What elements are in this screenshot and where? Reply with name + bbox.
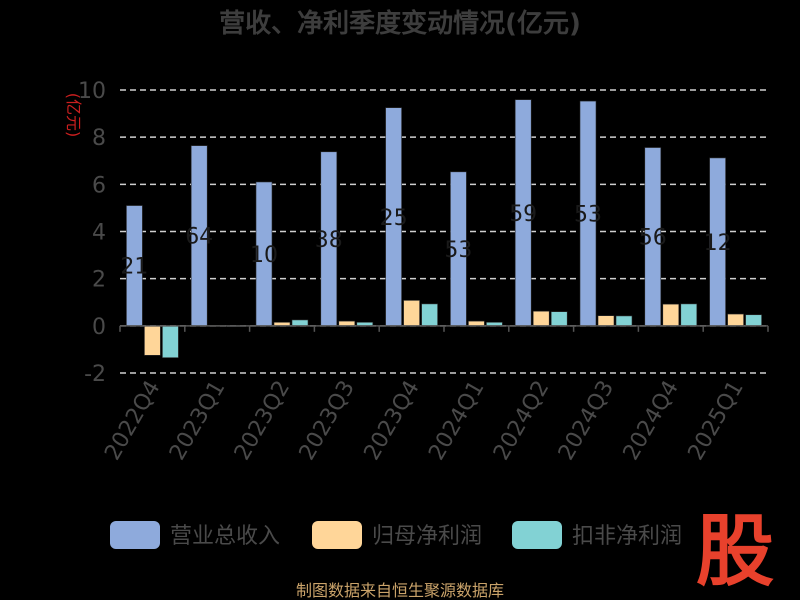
x-tick-label: 2024Q2 (489, 377, 554, 465)
bar (597, 315, 615, 327)
bar-value-label: 10 (250, 243, 278, 268)
y-tick-label: 8 (92, 126, 106, 151)
y-tick-label: 0 (92, 315, 106, 340)
bar (532, 310, 550, 327)
x-tick-label: 2023Q4 (359, 377, 424, 465)
legend-label: 扣非净利润 (572, 524, 682, 549)
bar (615, 315, 633, 327)
y-tick-label: -2 (84, 362, 106, 387)
y-tick-labels: -2 0 2 4 6 8 10 (78, 79, 106, 387)
x-axis (119, 325, 769, 332)
bar (144, 325, 161, 356)
bar (550, 311, 568, 327)
bar-value-label: 53 (574, 202, 602, 227)
footer-source: 制图数据来自恒生聚源数据库 (296, 581, 504, 600)
bar-value-label: 53 (444, 238, 472, 263)
x-tick-label: 2024Q3 (554, 377, 619, 465)
x-tick-label: 2024Q4 (619, 377, 684, 465)
bar (403, 300, 420, 327)
bar-value-label: 64 (185, 225, 213, 250)
bar (680, 303, 698, 327)
stock-logo: 股 (696, 507, 774, 597)
x-tick-labels: 2022Q4 2023Q1 2023Q2 2023Q3 2023Q4 2024Q1 2024… (100, 377, 749, 465)
legend-swatch (312, 521, 362, 549)
bar-value-label: 38 (315, 228, 343, 253)
bar-value-label: 21 (120, 255, 148, 280)
bar (162, 325, 179, 358)
bar (291, 319, 309, 327)
x-tick-label: 2025Q1 (683, 377, 748, 465)
y-tick-label: 6 (92, 173, 106, 198)
y-tick-label: 10 (78, 79, 106, 104)
bar (421, 303, 438, 327)
x-tick-label: 2023Q1 (165, 377, 230, 465)
bar-value-label: 56 (639, 226, 667, 251)
bar-value-labels: 21 64 10 38 25 53 59 53 56 12 (120, 202, 731, 280)
legend-swatch (512, 521, 562, 549)
bar-value-label: 25 (380, 206, 408, 231)
x-tick-label: 2023Q2 (230, 377, 295, 465)
y-axis-label: (亿元) (64, 93, 83, 138)
legend: 营业总收入 归母净利润 扣非净利润 (110, 521, 682, 549)
legend-swatch (110, 521, 160, 549)
bar (727, 313, 744, 327)
legend-label: 归母净利润 (372, 524, 482, 549)
x-tick-label: 2024Q1 (424, 377, 489, 465)
bar-value-label: 12 (704, 231, 732, 256)
x-tick-label: 2023Q3 (295, 377, 360, 465)
bar-value-label: 59 (509, 202, 537, 227)
bar (745, 314, 762, 327)
y-tick-label: 2 (92, 268, 106, 293)
stock-logo-text: 股 (696, 507, 774, 597)
chart-title: 营收、净利季度变动情况(亿元) (219, 8, 581, 39)
x-tick-label: 2022Q4 (100, 377, 165, 465)
legend-label: 营业总收入 (170, 524, 280, 549)
bar (662, 303, 680, 327)
y-tick-label: 4 (92, 221, 106, 246)
